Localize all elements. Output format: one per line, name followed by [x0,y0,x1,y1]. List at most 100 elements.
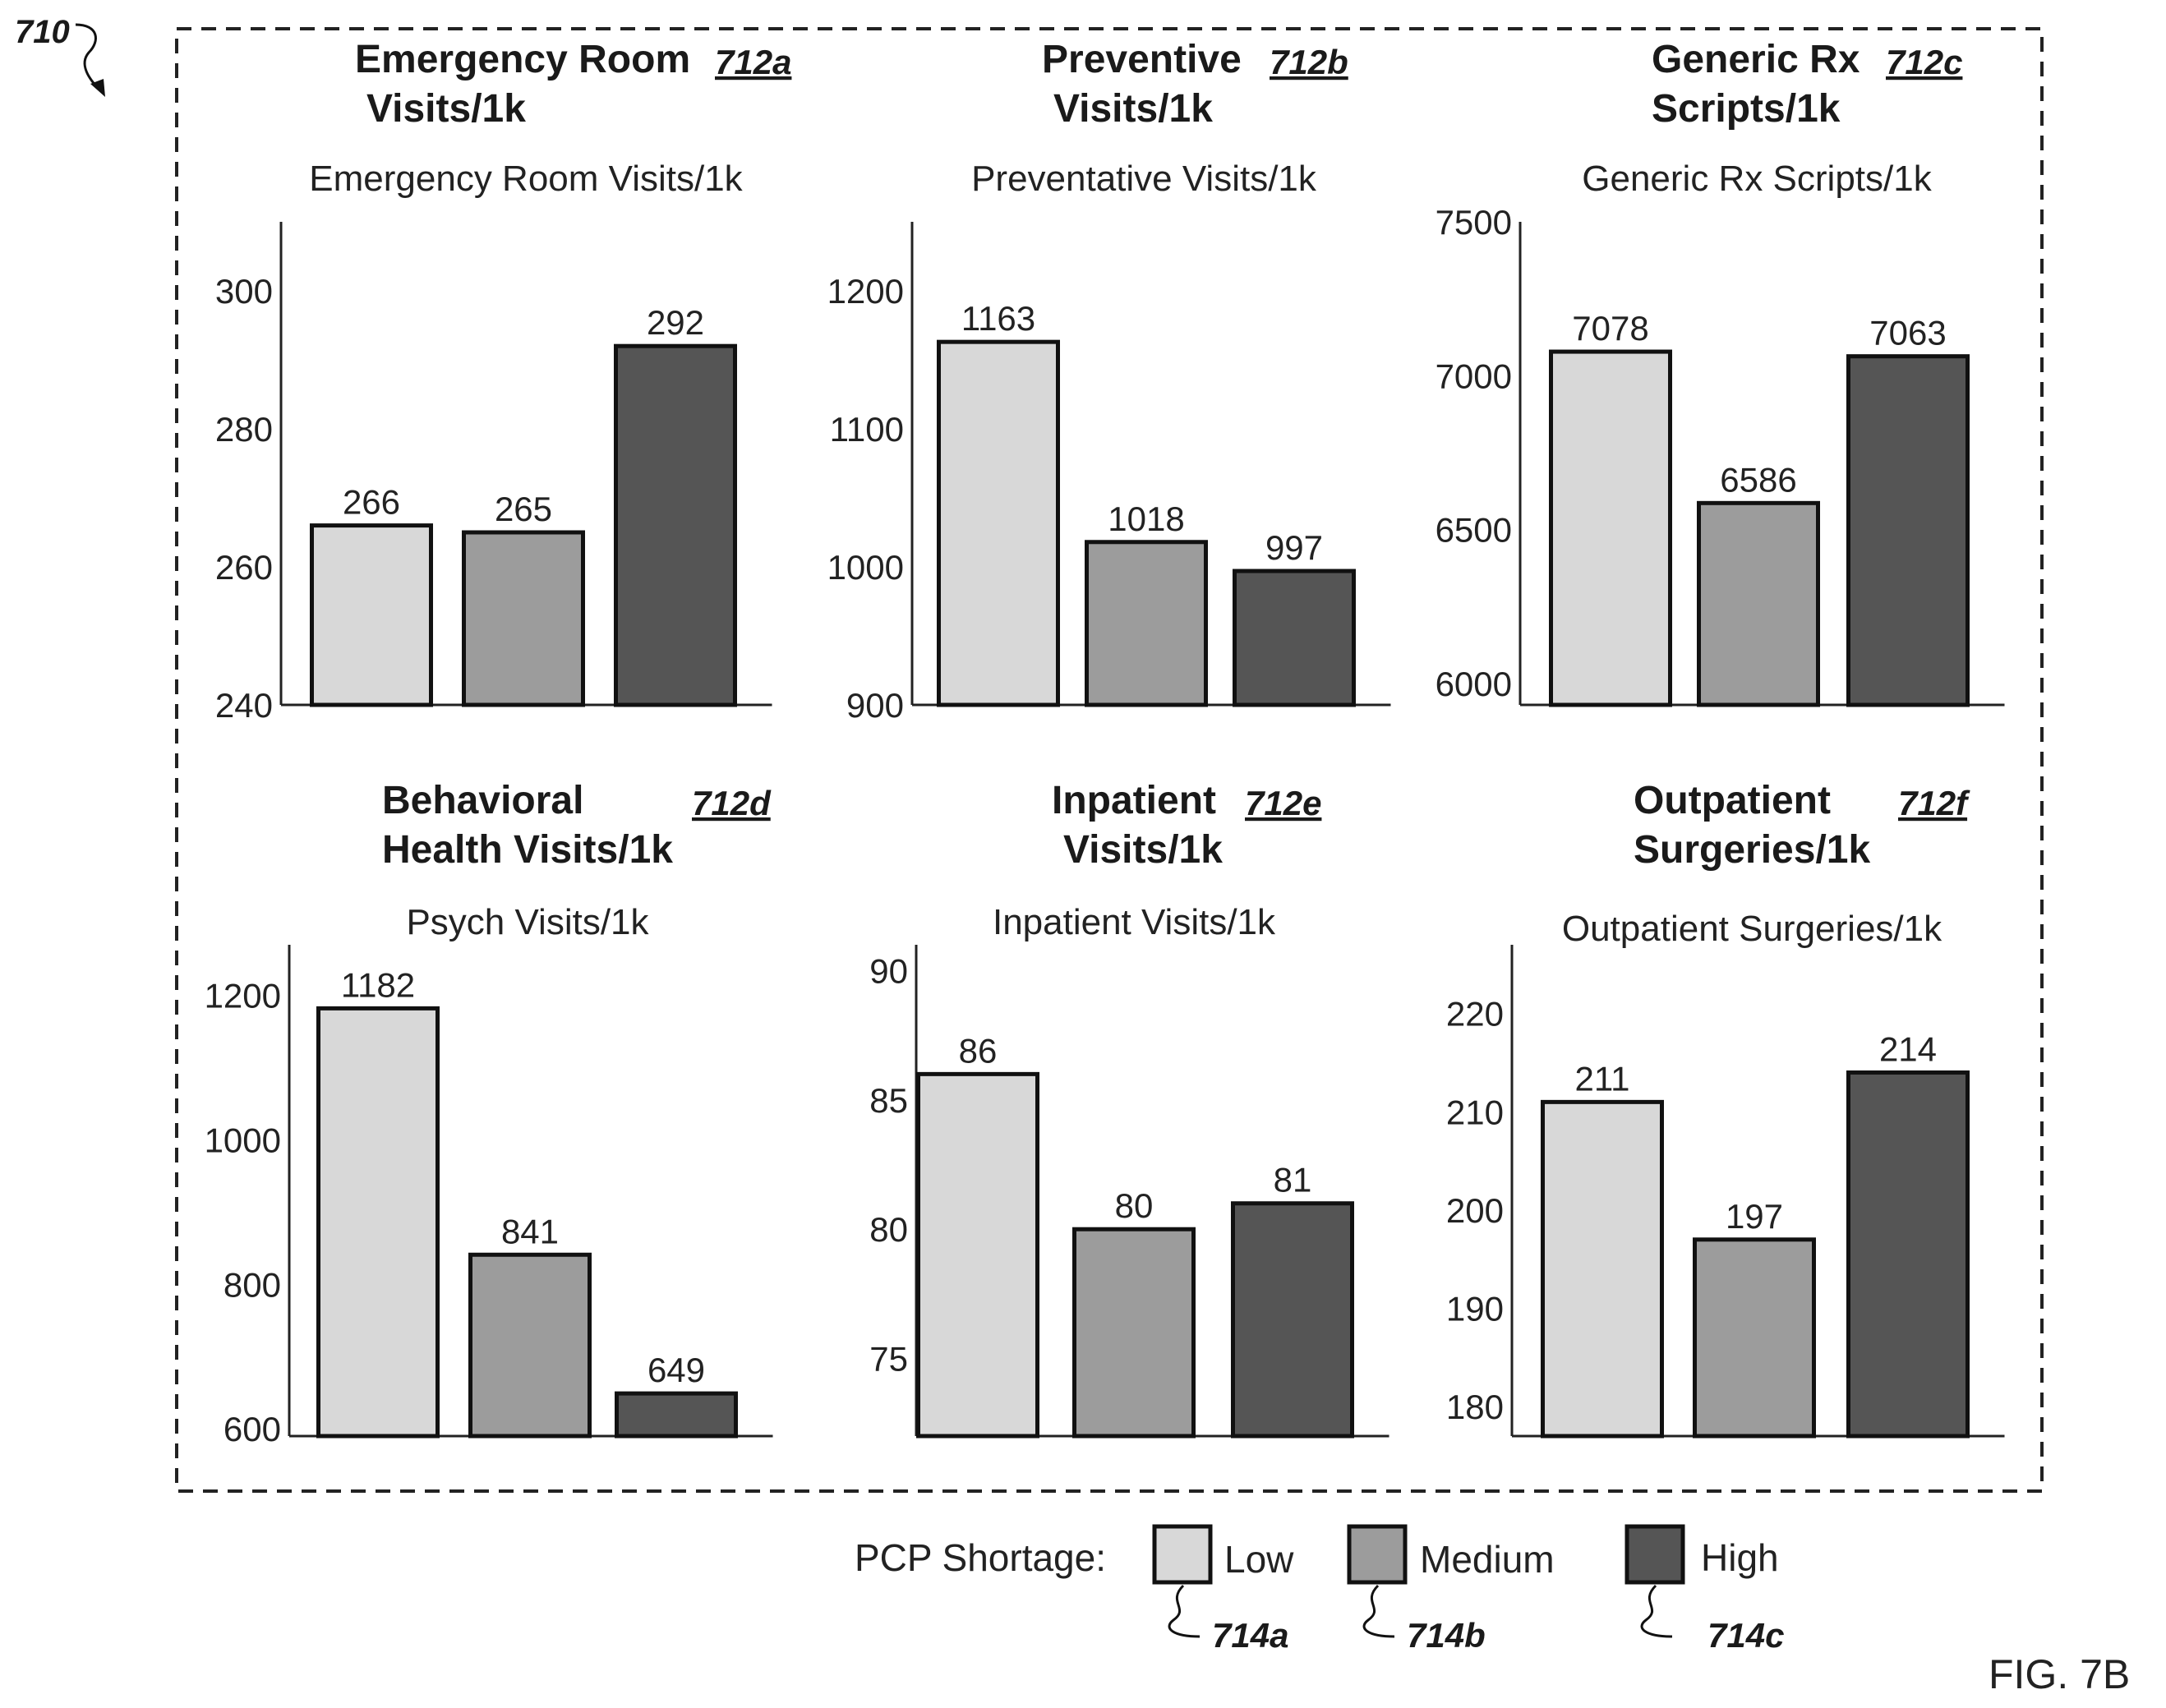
y-tick-label: 7000 [1436,357,1512,395]
legend-ref-low: 714a [1212,1616,1288,1655]
data-label-high: 649 [647,1351,705,1389]
panel-ref-number: 712b [1270,43,1348,81]
y-tick-label: 900 [846,686,904,725]
data-label-medium: 265 [495,490,552,528]
y-tick-label: 180 [1446,1388,1504,1426]
figure-label: FIG. 7B [1989,1651,2130,1697]
bar-medium [1072,1227,1196,1439]
bar-high [1846,354,1970,707]
bar-medium [462,530,585,707]
panel-ref-number: 712a [715,43,791,81]
y-tick-label: 1200 [827,272,904,311]
y-tick-label: 7500 [1436,203,1512,242]
data-label-high: 214 [1879,1029,1937,1068]
panel-ref-number: 712e [1245,784,1321,822]
legend-ref-medium: 714b [1407,1616,1486,1655]
y-tick-label: 260 [215,548,273,587]
y-tick-label: 190 [1446,1290,1504,1328]
bar-low [916,1071,1039,1439]
y-tick-label: 300 [215,272,273,311]
chart-title: Psych Visits/1k [406,902,649,942]
chart-panels: Emergency Room Visits/1k 712a Emergency Roo… [205,38,2005,1448]
data-label-medium: 6586 [1720,460,1796,499]
data-label-low: 211 [1575,1059,1630,1098]
bar-low [310,523,433,707]
y-tick-label: 220 [1446,995,1504,1034]
y-tick-label: 1000 [205,1121,281,1159]
figure-pointer-arrowhead [90,79,105,97]
y-tick-label: 280 [215,410,273,449]
panel-ref-number: 712c [1886,43,1962,81]
bar-high [1231,1201,1354,1439]
panel-header-line-2: Visits/1k [1053,87,1213,131]
legend-swatch-medium [1347,1524,1408,1585]
data-label-medium: 841 [501,1212,559,1250]
y-tick-label: 75 [869,1340,908,1379]
panel-header-line-1: Outpatient [1634,779,1831,822]
bar-high [1846,1070,1970,1439]
legend-leader-low [1168,1584,1201,1638]
bar-medium [1697,500,1820,707]
bar-low [1541,1099,1664,1439]
chart-title: Inpatient Visits/1k [993,902,1276,942]
panel-header-line-1: Emergency Room [355,38,690,81]
panel-header-line-1: Inpatient [1052,779,1216,822]
panel-header-line-2: Visits/1k [366,87,526,131]
data-label-low: 266 [343,483,400,522]
data-label-low: 1163 [961,299,1035,338]
bar-low [1549,349,1672,707]
legend: PCP Shortage: Low 714a Medium 714b High … [855,1524,1784,1655]
bar-medium [1693,1237,1816,1439]
data-label-low: 7078 [1572,309,1648,348]
y-tick-label: 85 [869,1081,908,1120]
panel-ref-number: 712d [692,784,772,822]
panel-header-line-1: Behavioral [382,779,583,822]
y-tick-label: 6000 [1436,665,1512,703]
chart-panel-2: Preventive Visits/1k 712b Preventative Visi… [827,38,1391,725]
y-tick-label: 800 [224,1265,281,1304]
data-label-low: 1182 [341,965,415,1004]
data-label-high: 292 [647,303,704,342]
data-label-low: 86 [959,1031,998,1070]
panel-header-line-2: Scripts/1k [1652,87,1841,131]
y-tick-label: 1200 [205,977,281,1015]
bar-high [614,343,737,707]
bar-low [316,1006,440,1439]
bar-medium [1085,540,1208,707]
chart-title: Generic Rx Scripts/1k [1582,159,1932,199]
legend-label-medium: Medium [1420,1538,1555,1581]
data-label-high: 7063 [1869,314,1946,352]
chart-title: Preventative Visits/1k [971,159,1317,199]
y-tick-label: 200 [1446,1191,1504,1230]
legend-leader-medium [1362,1584,1395,1638]
y-tick-label: 210 [1446,1093,1504,1131]
panel-header-line-1: Preventive [1042,38,1242,81]
y-tick-label: 1100 [830,410,904,449]
y-tick-label: 6500 [1436,511,1512,550]
y-tick-label: 240 [215,686,273,725]
chart-title: Outpatient Surgeries/1k [1562,909,1942,949]
chart-panel-4: Behavioral Health Visits/1k 712d Psych Visi… [205,779,773,1448]
panel-header-line-2: Surgeries/1k [1634,828,1870,872]
panel-ref-number: 712f [1898,784,1970,822]
data-label-high: 81 [1274,1161,1312,1199]
bar-low [937,339,1060,707]
panel-header-line-2: Health Visits/1k [382,828,673,872]
y-tick-label: 80 [869,1210,908,1249]
chart-title: Emergency Room Visits/1k [309,159,743,199]
bar-medium [468,1252,592,1439]
chart-panel-1: Emergency Room Visits/1k 712a Emergency Roo… [215,38,792,725]
data-label-high: 997 [1265,528,1323,567]
legend-swatch-high [1624,1524,1685,1585]
legend-label-low: Low [1224,1538,1294,1581]
data-label-medium: 1018 [1108,500,1184,538]
figure-pointer-arrow [75,23,102,92]
legend-swatch-low [1152,1524,1213,1585]
y-tick-label: 1000 [827,548,904,587]
bar-high [615,1391,738,1439]
panel-header-line-2: Visits/1k [1063,828,1223,872]
legend-ref-high: 714c [1707,1616,1784,1655]
data-label-medium: 197 [1726,1197,1783,1236]
panel-header-line-1: Generic Rx [1652,38,1860,81]
